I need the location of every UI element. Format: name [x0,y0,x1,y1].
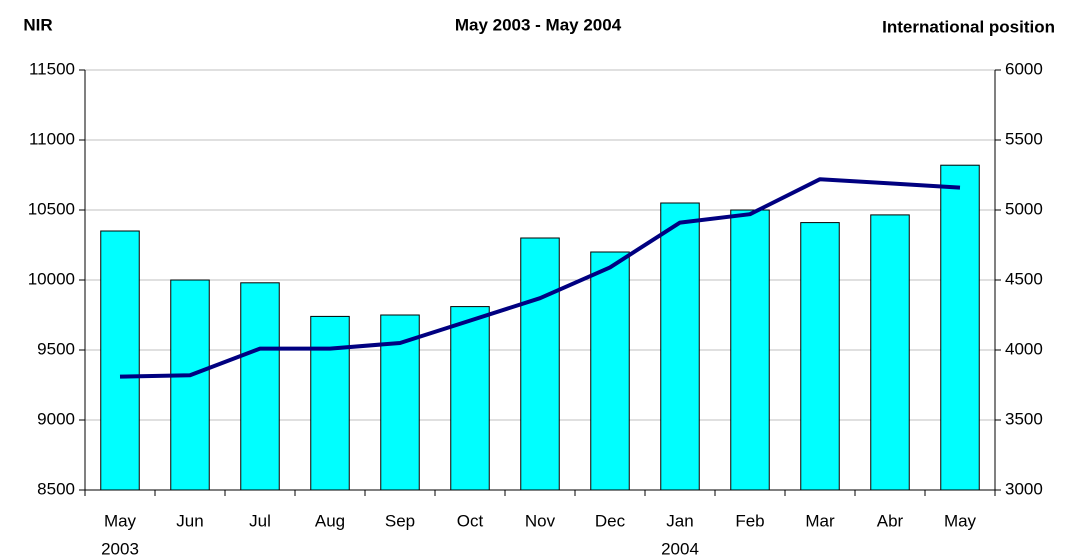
y-tick-label: 11500 [29,59,75,78]
chart-title: May 2003 - May 2004 [455,15,622,34]
y-tick-label: 9000 [37,409,75,428]
bar [940,164,980,491]
x-group-label: 2004 [661,539,699,558]
y-tick-label: 8500 [37,479,75,498]
y2-tick-label: 3500 [1005,409,1043,428]
y2-tick-label: 5500 [1005,129,1043,148]
bar [520,237,560,491]
x-tick-label: Oct [457,511,484,530]
bar [800,222,840,491]
y-tick-label: 9500 [37,339,75,358]
x-tick-label: Nov [525,511,556,530]
x-tick-label: Abr [877,511,904,530]
x-tick-label: Jul [249,511,271,530]
x-tick-label: Jun [176,511,203,530]
bar [240,282,280,491]
y-tick-label: 10500 [28,199,75,218]
y2-tick-label: 6000 [1005,59,1043,78]
y2-tick-label: 4000 [1005,339,1043,358]
x-tick-label: May [104,511,137,530]
x-tick-label: Sep [385,511,415,530]
x-tick-label: May [944,511,977,530]
bar [730,209,770,491]
x-tick-label: Mar [805,511,835,530]
bar [660,202,700,491]
y2-axis-label: International position [882,17,1055,36]
x-tick-label: Jan [666,511,693,530]
bar [870,214,910,491]
x-tick-label: Dec [595,511,626,530]
y2-tick-label: 3000 [1005,479,1043,498]
y-axis-label: NIR [23,15,52,34]
line [119,177,961,379]
y2-tick-label: 5000 [1005,199,1043,218]
bar [450,306,490,491]
y-tick-label: 11000 [29,129,75,148]
bar [590,251,630,491]
bar [170,279,210,491]
y-tick-label: 10000 [28,269,75,288]
bar [100,230,140,491]
x-group-label: 2003 [101,539,139,558]
bar [310,315,350,491]
x-tick-label: Feb [735,511,764,530]
x-tick-label: Aug [315,511,345,530]
y2-tick-label: 4500 [1005,269,1043,288]
